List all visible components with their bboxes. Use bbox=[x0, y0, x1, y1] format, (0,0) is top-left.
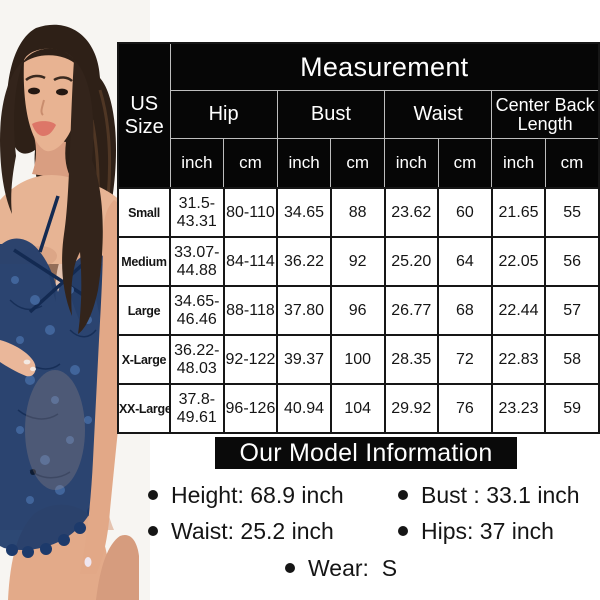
unit-header: cm bbox=[437, 138, 493, 189]
model-info-section: Height: 68.9 inch Bust : 33.1 inch Waist… bbox=[115, 470, 600, 600]
size-label: XX-Large bbox=[117, 383, 171, 434]
cell-value: 55 bbox=[544, 187, 600, 238]
cell-value: 23.23 bbox=[490, 383, 547, 434]
size-label: Large bbox=[117, 285, 171, 336]
cell-value: 39.37 bbox=[276, 334, 332, 385]
cell-value: 33.07-44.88 bbox=[169, 236, 225, 287]
cell-value: 37.80 bbox=[276, 285, 332, 336]
unit-header: cm bbox=[544, 138, 600, 189]
cell-value: 100 bbox=[329, 334, 386, 385]
cell-value: 28.35 bbox=[383, 334, 440, 385]
cell-value: 37.8-49.61 bbox=[169, 383, 225, 434]
unit-header: cm bbox=[223, 138, 278, 189]
bullet-icon bbox=[398, 490, 408, 500]
cell-value: 56 bbox=[544, 236, 600, 287]
us-size-header: US Size bbox=[117, 42, 171, 189]
bullet-icon bbox=[398, 526, 408, 536]
cell-value: 96-126 bbox=[222, 383, 279, 434]
table-row-medium: Medium 33.07-44.88 84-114 36.22 92 25.20… bbox=[117, 236, 600, 287]
cell-value: 88 bbox=[329, 187, 386, 238]
measurement-title: Measurement bbox=[169, 42, 600, 91]
cell-value: 76 bbox=[437, 383, 493, 434]
cell-value: 36.22 bbox=[276, 236, 332, 287]
cell-value: 57 bbox=[544, 285, 600, 336]
cell-value: 72 bbox=[437, 334, 493, 385]
model-info-item-waist: Waist: 25.2 inch bbox=[148, 516, 334, 546]
cell-value: 36.22-48.03 bbox=[169, 334, 225, 385]
model-info-title: Our Model Information bbox=[215, 437, 517, 469]
model-info-item-wear: Wear: S bbox=[285, 553, 397, 583]
cell-value: 58 bbox=[544, 334, 600, 385]
cell-value: 96 bbox=[329, 285, 386, 336]
cell-value: 29.92 bbox=[383, 383, 440, 434]
cell-value: 40.94 bbox=[276, 383, 332, 434]
size-chart-table: US Size Measurement Hip Bust Waist Cente… bbox=[117, 42, 600, 434]
cell-value: 34.65 bbox=[276, 187, 332, 238]
bullet-icon bbox=[148, 490, 158, 500]
size-label: Small bbox=[117, 187, 171, 238]
cell-value: 22.05 bbox=[490, 236, 547, 287]
cell-value: 92-122 bbox=[222, 334, 279, 385]
unit-header: cm bbox=[330, 138, 385, 189]
cell-value: 23.62 bbox=[383, 187, 440, 238]
column-header-center-back-length: Center Back Length bbox=[491, 90, 600, 139]
model-info-text: Height: 68.9 inch bbox=[171, 481, 344, 508]
unit-header: inch bbox=[384, 138, 439, 189]
cell-value: 31.5-43.31 bbox=[169, 187, 225, 238]
model-info-item-bust: Bust : 33.1 inch bbox=[398, 480, 580, 510]
table-row: Hip Bust Waist Center Back Length bbox=[118, 90, 600, 139]
cell-value: 104 bbox=[329, 383, 386, 434]
cell-value: 25.20 bbox=[383, 236, 440, 287]
cell-value: 60 bbox=[437, 187, 493, 238]
cell-value: 59 bbox=[544, 383, 600, 434]
model-info-text: Waist: 25.2 inch bbox=[171, 517, 334, 544]
model-info-text: Hips: 37 inch bbox=[421, 517, 554, 544]
unit-header: inch bbox=[169, 138, 225, 189]
unit-header: inch bbox=[491, 138, 546, 189]
cell-value: 21.65 bbox=[490, 187, 547, 238]
table-row-x-large: X-Large 36.22-48.03 92-122 39.37 100 28.… bbox=[117, 334, 600, 385]
model-info-item-hips: Hips: 37 inch bbox=[398, 516, 554, 546]
cell-value: 88-118 bbox=[222, 285, 279, 336]
table-row: inch cm inch cm inch cm inch cm bbox=[118, 138, 600, 189]
size-label: Medium bbox=[117, 236, 171, 287]
table-row-small: Small 31.5-43.31 80-110 34.65 88 23.62 6… bbox=[117, 187, 600, 238]
table-row-xx-large: XX-Large 37.8-49.61 96-126 40.94 104 29.… bbox=[117, 383, 600, 434]
model-info-text: Bust : 33.1 inch bbox=[421, 481, 580, 508]
unit-header: inch bbox=[276, 138, 332, 189]
table-row-large: Large 34.65-46.46 88-118 37.80 96 26.77 … bbox=[117, 285, 600, 336]
cell-value: 64 bbox=[437, 236, 493, 287]
cell-value: 80-110 bbox=[222, 187, 279, 238]
cell-value: 84-114 bbox=[222, 236, 279, 287]
size-label: X-Large bbox=[117, 334, 171, 385]
model-info-text: Wear: S bbox=[308, 554, 398, 581]
column-header-hip: Hip bbox=[169, 90, 278, 139]
table-row: US Size Measurement bbox=[117, 42, 600, 189]
cell-value: 26.77 bbox=[383, 285, 440, 336]
cell-value: 22.83 bbox=[490, 334, 547, 385]
bullet-icon bbox=[148, 526, 158, 536]
bullet-icon bbox=[285, 563, 295, 573]
model-info-item-height: Height: 68.9 inch bbox=[148, 480, 344, 510]
column-header-waist: Waist bbox=[383, 90, 493, 139]
cell-value: 68 bbox=[437, 285, 493, 336]
cell-value: 92 bbox=[329, 236, 386, 287]
cell-value: 22.44 bbox=[490, 285, 547, 336]
column-header-bust: Bust bbox=[276, 90, 386, 139]
cell-value: 34.65-46.46 bbox=[169, 285, 225, 336]
